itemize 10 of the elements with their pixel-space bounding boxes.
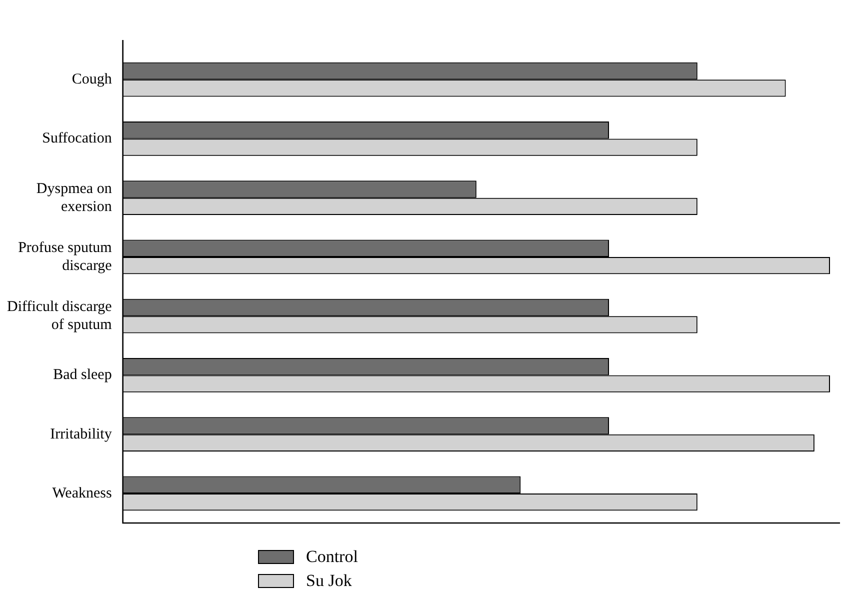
y-tick-label: Bad sleep — [53, 367, 112, 384]
y-tick-label: Weakness — [52, 485, 112, 502]
y-tick-label: Cough — [72, 72, 112, 88]
y-tick-label: Suffocation — [42, 130, 112, 147]
y-tick-label: Profuse sputum discarge — [18, 240, 112, 274]
y-tick-label: Dyspmea on exersion — [36, 180, 112, 215]
y-tick-label: Difficult discarge of sputum — [6, 299, 112, 333]
legend-label: Su Jok — [306, 571, 352, 591]
y-tick-label: Irritability — [50, 426, 112, 442]
legend-label: Control — [306, 547, 358, 567]
